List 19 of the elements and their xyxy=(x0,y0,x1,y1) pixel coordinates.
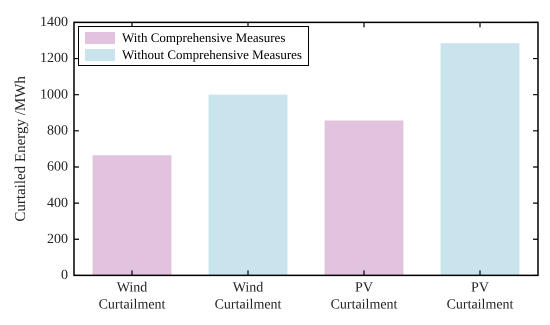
bar xyxy=(208,94,288,276)
bar xyxy=(324,120,404,276)
y-tick-label: 1000 xyxy=(40,87,68,102)
y-axis-title: Curtailed Energy /MWh xyxy=(12,76,29,222)
legend-label: With Comprehensive Measures xyxy=(122,29,286,46)
y-tick-label: 1200 xyxy=(40,51,68,66)
bar xyxy=(92,155,172,276)
x-tick-label: PV Curtailment xyxy=(330,280,398,312)
y-tick-label: 200 xyxy=(47,232,68,247)
y-tick-label: 600 xyxy=(47,160,68,175)
y-tick-label: 1400 xyxy=(40,15,68,30)
x-tick-label: PV Curtailment xyxy=(446,280,514,312)
bar xyxy=(440,43,520,276)
y-tick-label: 400 xyxy=(47,196,68,211)
x-tick-label: Wind Curtailment xyxy=(214,280,282,312)
legend-label: Without Comprehensive Measures xyxy=(122,46,302,63)
y-tick-label: 800 xyxy=(47,124,68,138)
x-tick-label: Wind Curtailment xyxy=(98,280,166,312)
y-tick-label: 0 xyxy=(61,268,68,284)
